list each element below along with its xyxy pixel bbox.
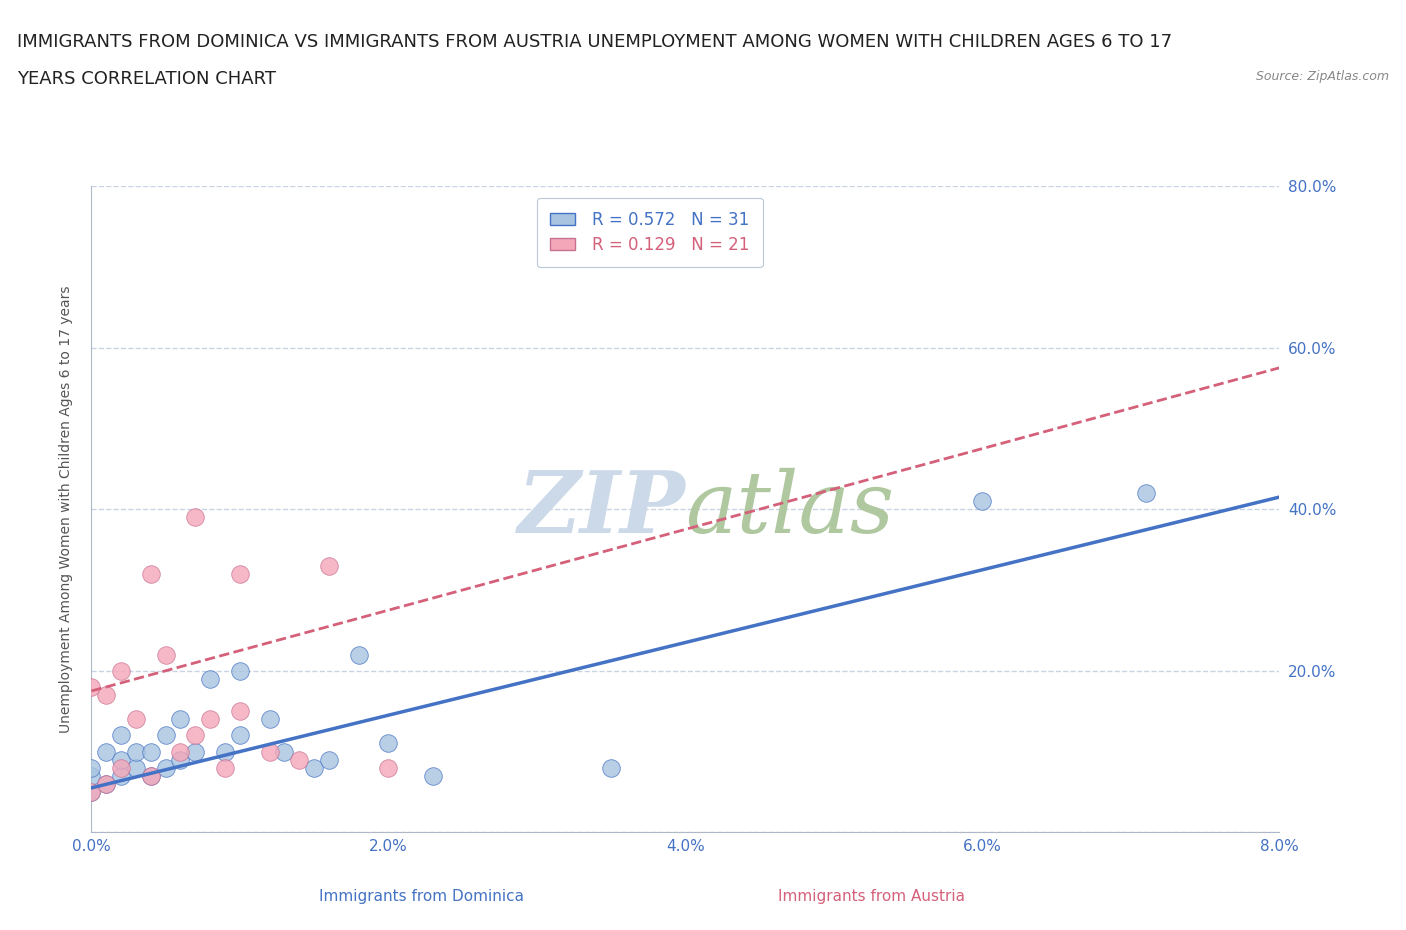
Text: IMMIGRANTS FROM DOMINICA VS IMMIGRANTS FROM AUSTRIA UNEMPLOYMENT AMONG WOMEN WIT: IMMIGRANTS FROM DOMINICA VS IMMIGRANTS F… [17,33,1173,50]
Point [347,647,370,662]
Point [96,744,118,759]
Text: ZIP: ZIP [517,468,685,551]
Point [110,728,132,743]
Point [139,768,162,783]
Point [302,761,325,776]
Point [214,761,236,776]
Point [318,558,340,573]
Point [169,744,191,759]
Point [184,510,207,525]
Point [377,736,399,751]
Point [110,752,132,767]
Point [110,663,132,678]
Point [80,761,103,776]
Point [1135,485,1157,500]
Text: Source: ZipAtlas.com: Source: ZipAtlas.com [1256,70,1389,83]
Point [139,744,162,759]
Point [972,494,994,509]
Point [200,671,222,686]
Legend: R = 0.572   N = 31, R = 0.129   N = 21: R = 0.572 N = 31, R = 0.129 N = 21 [537,197,762,267]
Y-axis label: Unemployment Among Women with Children Ages 6 to 17 years: Unemployment Among Women with Children A… [59,286,73,733]
Point [214,744,236,759]
Text: Immigrants from Dominica: Immigrants from Dominica [319,889,524,904]
Point [377,761,399,776]
Point [318,752,340,767]
Point [155,728,177,743]
Text: YEARS CORRELATION CHART: YEARS CORRELATION CHART [17,70,276,87]
Point [96,777,118,791]
Point [96,777,118,791]
Point [125,761,148,776]
Text: atlas: atlas [685,468,894,551]
Point [200,711,222,726]
Point [80,768,103,783]
Point [273,744,295,759]
Point [139,768,162,783]
Point [229,728,252,743]
Point [229,663,252,678]
Point [80,785,103,800]
Point [184,744,207,759]
Text: Immigrants from Austria: Immigrants from Austria [778,889,966,904]
Point [80,680,103,695]
Point [288,752,311,767]
Point [139,566,162,581]
Point [422,768,444,783]
Point [110,761,132,776]
Point [80,785,103,800]
Point [155,761,177,776]
Point [229,566,252,581]
Point [229,704,252,719]
Point [125,711,148,726]
Point [169,711,191,726]
Point [259,711,281,726]
Point [600,761,623,776]
Point [125,744,148,759]
Point [155,647,177,662]
Point [96,687,118,702]
Point [259,744,281,759]
Point [169,752,191,767]
Point [184,728,207,743]
Point [110,768,132,783]
